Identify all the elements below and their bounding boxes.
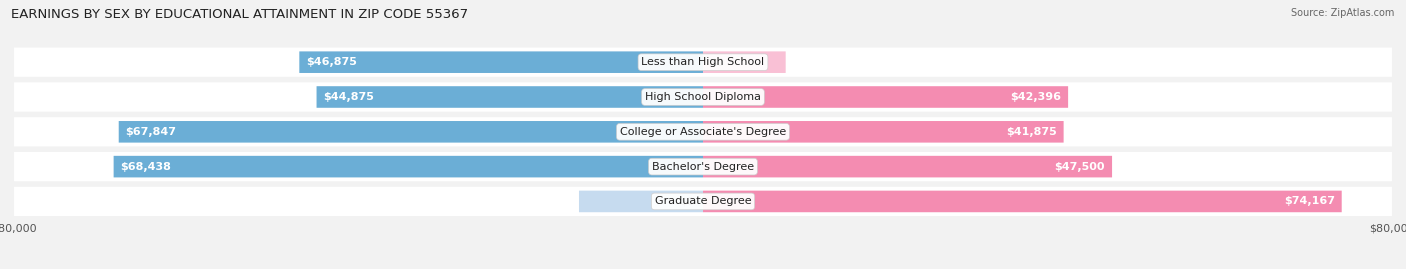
Text: College or Associate's Degree: College or Associate's Degree — [620, 127, 786, 137]
Text: $46,875: $46,875 — [307, 57, 357, 67]
FancyBboxPatch shape — [118, 121, 703, 143]
FancyBboxPatch shape — [579, 191, 703, 212]
FancyBboxPatch shape — [299, 51, 703, 73]
Text: Less than High School: Less than High School — [641, 57, 765, 67]
FancyBboxPatch shape — [316, 86, 703, 108]
FancyBboxPatch shape — [703, 51, 786, 73]
Text: EARNINGS BY SEX BY EDUCATIONAL ATTAINMENT IN ZIP CODE 55367: EARNINGS BY SEX BY EDUCATIONAL ATTAINMEN… — [11, 8, 468, 21]
Text: $74,167: $74,167 — [1284, 196, 1334, 206]
FancyBboxPatch shape — [703, 121, 1063, 143]
Text: $42,396: $42,396 — [1011, 92, 1062, 102]
Text: $41,875: $41,875 — [1005, 127, 1057, 137]
FancyBboxPatch shape — [703, 156, 1112, 178]
Text: High School Diploma: High School Diploma — [645, 92, 761, 102]
FancyBboxPatch shape — [703, 86, 1069, 108]
FancyBboxPatch shape — [114, 156, 703, 178]
Text: $44,875: $44,875 — [323, 92, 374, 102]
Text: $68,438: $68,438 — [121, 162, 172, 172]
Text: $0: $0 — [710, 57, 724, 67]
FancyBboxPatch shape — [14, 48, 1392, 77]
Text: Bachelor's Degree: Bachelor's Degree — [652, 162, 754, 172]
Text: Graduate Degree: Graduate Degree — [655, 196, 751, 206]
Text: Source: ZipAtlas.com: Source: ZipAtlas.com — [1291, 8, 1395, 18]
Text: $0: $0 — [681, 196, 695, 206]
Text: $47,500: $47,500 — [1054, 162, 1105, 172]
FancyBboxPatch shape — [14, 117, 1392, 146]
FancyBboxPatch shape — [14, 152, 1392, 181]
Text: $67,847: $67,847 — [125, 127, 177, 137]
FancyBboxPatch shape — [14, 187, 1392, 216]
FancyBboxPatch shape — [14, 82, 1392, 112]
FancyBboxPatch shape — [703, 191, 1341, 212]
